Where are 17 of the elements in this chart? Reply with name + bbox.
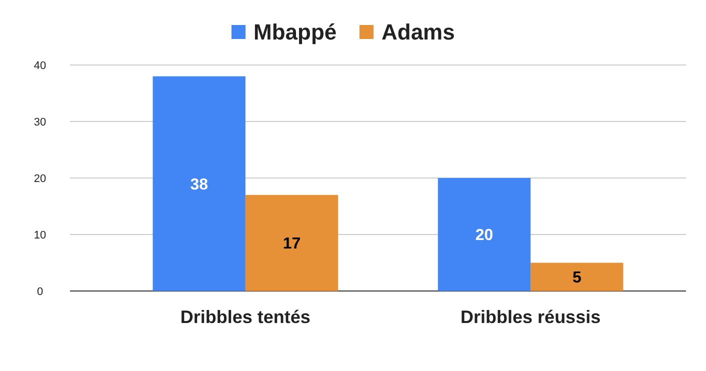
data-label: 17 [282,236,301,253]
y-tick-label: 20 [34,172,46,185]
legend-label: Adams [382,20,455,45]
bar [245,194,338,291]
bar [530,262,624,291]
data-label: 5 [572,269,582,286]
bar [438,178,531,291]
y-tick-label: 0 [36,286,44,298]
y-tick-label: 30 [34,116,46,128]
data-label: 20 [475,227,494,244]
y-tick-label: 10 [34,229,46,242]
bar [152,76,246,291]
x-tick-label: Dribbles tentés [180,307,310,327]
x-tick-label: Dribbles réussis [460,307,601,327]
legend-label: Mbappé [254,20,337,45]
data-label: 38 [190,176,208,194]
y-tick-label: 40 [34,60,46,72]
